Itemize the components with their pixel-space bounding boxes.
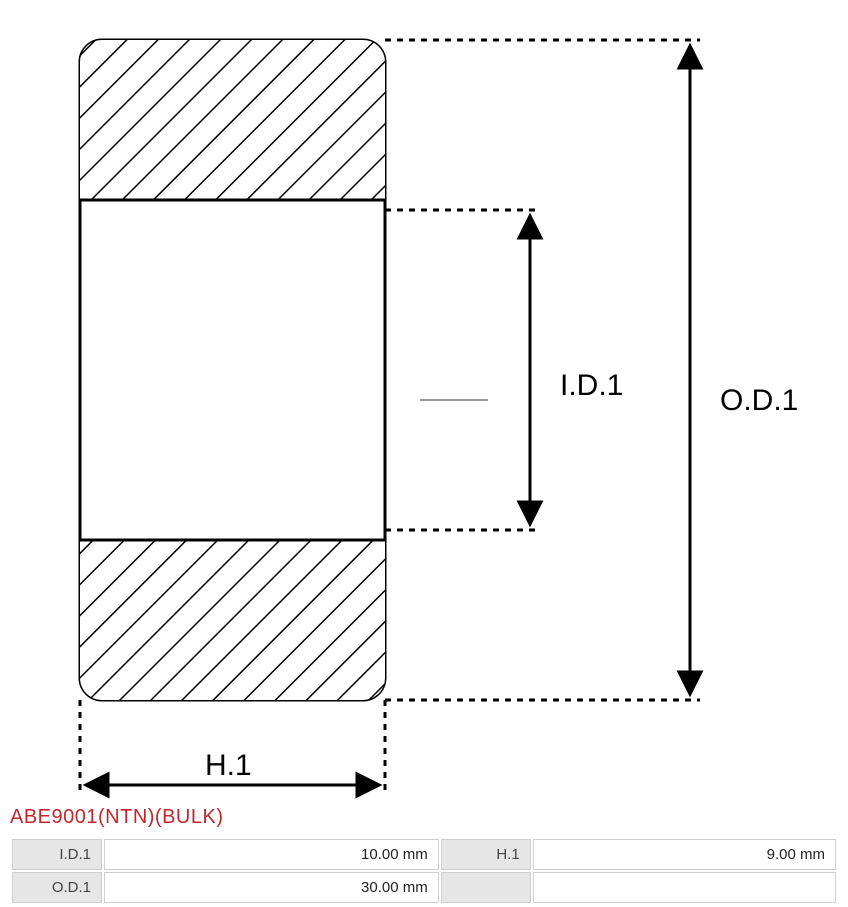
part-number-title: ABE9001(NTN)(BULK) (10, 806, 838, 829)
spec-label: H.1 (441, 839, 531, 870)
spec-label: O.D.1 (12, 872, 102, 903)
diagram-svg: O.D.1 I.D.1 H.1 (10, 0, 838, 800)
spec-label: I.D.1 (12, 839, 102, 870)
spec-label (441, 872, 531, 903)
hatch-top (80, 40, 385, 200)
table-row: I.D.1 10.00 mm H.1 9.00 mm (12, 839, 836, 870)
spec-value: 9.00 mm (533, 839, 836, 870)
bearing-cross-section-diagram: O.D.1 I.D.1 H.1 (10, 0, 838, 800)
spec-value: 10.00 mm (104, 839, 439, 870)
table-row: O.D.1 30.00 mm (12, 872, 836, 903)
spec-value (533, 872, 836, 903)
hatch-bottom (80, 540, 385, 700)
spec-table: I.D.1 10.00 mm H.1 9.00 mm O.D.1 30.00 m… (10, 837, 838, 905)
spec-value: 30.00 mm (104, 872, 439, 903)
id1-label: I.D.1 (560, 369, 623, 402)
h1-label: H.1 (205, 749, 252, 782)
od1-label: O.D.1 (720, 384, 798, 417)
